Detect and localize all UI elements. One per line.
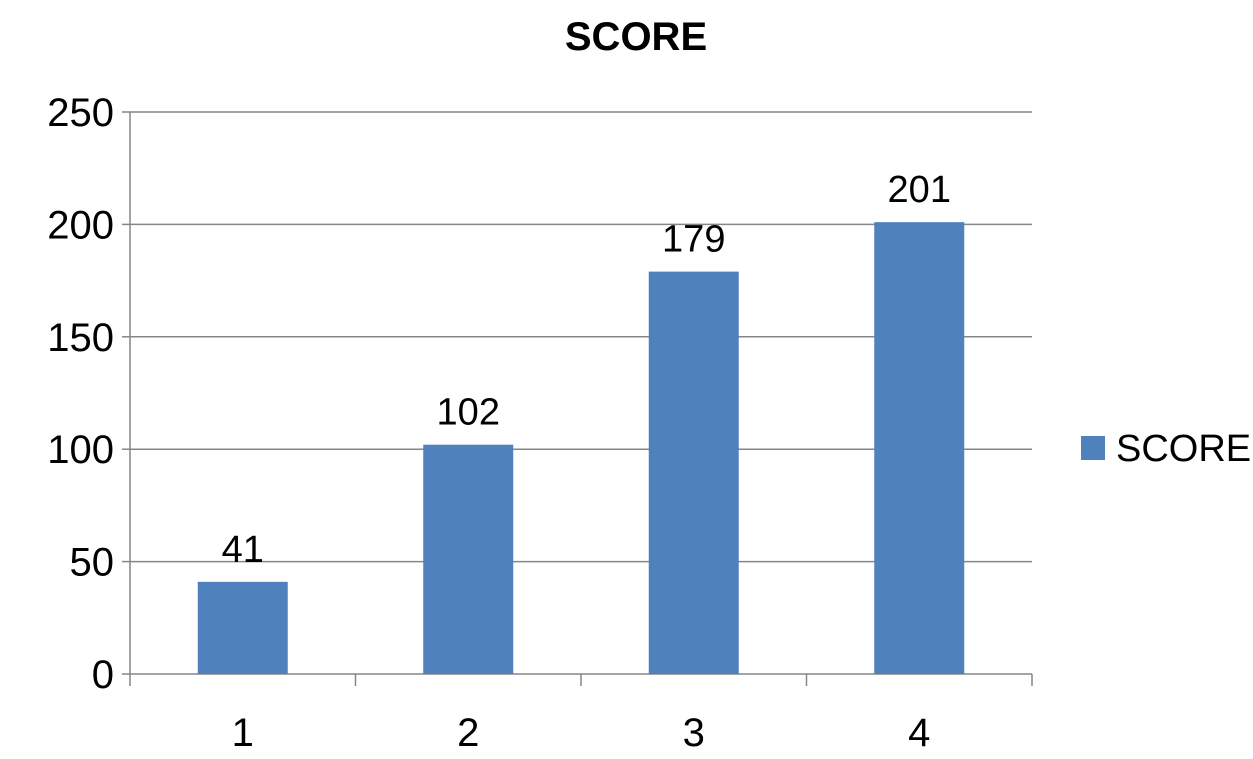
y-tick-label: 150 (47, 316, 114, 360)
y-tick-label: 0 (92, 653, 114, 697)
x-axis-ticks: 1 2 3 4 (129, 674, 1033, 755)
x-tick-label: 1 (232, 711, 254, 754)
bar (423, 444, 514, 674)
y-tick-label: 200 (47, 203, 114, 247)
x-tick-label: 2 (457, 711, 479, 754)
chart-title: SCORE (565, 15, 707, 59)
data-label: 179 (662, 219, 725, 261)
legend-swatch (1081, 436, 1105, 460)
x-tick-label: 4 (908, 711, 930, 754)
y-tick-label: 50 (70, 541, 115, 585)
legend-label: SCORE (1116, 428, 1251, 470)
data-label: 201 (888, 169, 951, 211)
data-label: 102 (437, 392, 500, 434)
bar (874, 222, 965, 675)
x-tick-label: 3 (683, 711, 705, 754)
y-tick-label: 250 (47, 91, 114, 135)
legend: SCORE (1081, 428, 1251, 470)
y-tick-label: 100 (47, 428, 114, 472)
data-labels: 41 102 179 201 (222, 169, 951, 571)
data-label: 41 (222, 529, 264, 571)
bar (197, 581, 288, 674)
y-axis-ticks: 0 50 100 150 200 250 (47, 91, 130, 697)
bars (197, 222, 965, 675)
bar (648, 271, 739, 674)
